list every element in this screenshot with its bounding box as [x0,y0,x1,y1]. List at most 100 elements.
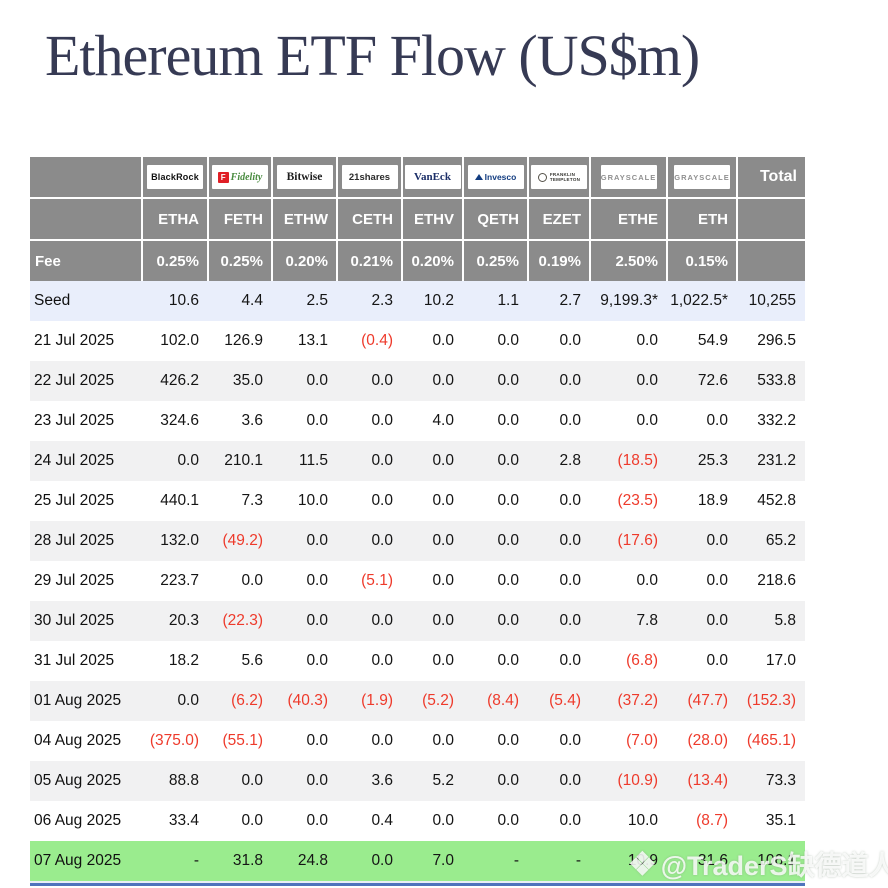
value-cell: 0.0 [272,361,337,401]
table-row: 24 Jul 2025 0.0 210.1 11.5 0.0 0.0 0.0 2.8 (18.5… [30,441,805,481]
value-cell: (37.2) [590,681,667,721]
total-cell: (465.1) [737,721,805,761]
value-cell: 0.0 [337,721,402,761]
value-cell: 0.0 [528,761,590,801]
value-cell: 210.1 [208,441,272,481]
ticker-header: ETH [666,197,738,241]
value-cell: 1.1 [463,281,528,321]
value-cell: 0.0 [463,361,528,401]
date-cell: 05 Aug 2025 [30,761,142,801]
value-cell: 7.0 [402,841,463,881]
value-cell: - [463,841,528,881]
issuer-logo-text: Invesco [484,172,517,182]
invesco-triangle-icon [474,174,483,180]
total-cell: 533.8 [737,361,805,401]
issuer-logo-text: Franklin Templeton [550,172,580,182]
value-cell: 0.0 [667,601,737,641]
date-cell: 22 Jul 2025 [30,361,142,401]
value-cell: 0.0 [463,641,528,681]
value-cell: 7.8 [590,601,667,641]
total-cell: 5.8 [737,601,805,641]
value-cell: 0.0 [337,521,402,561]
value-cell: 5.6 [208,641,272,681]
value-cell: 0.0 [528,801,590,841]
value-cell: 4.0 [402,401,463,441]
value-cell: 9,199.3* [590,281,667,321]
issuer-logo-text: Bitwise [286,171,323,183]
value-cell: (23.5) [590,481,667,521]
total-cell: 332.2 [737,401,805,441]
total-cell: 35.1 [737,801,805,841]
value-cell: 0.0 [208,561,272,601]
value-cell: 132.0 [142,521,208,561]
value-cell: (13.4) [667,761,737,801]
franklin-seal-icon [537,172,547,182]
total-cell: 65.2 [737,521,805,561]
value-cell: 0.0 [337,641,402,681]
value-cell: 0.0 [463,441,528,481]
value-cell: 0.0 [208,801,272,841]
header-empty-cell [30,197,143,241]
value-cell: 0.0 [337,441,402,481]
value-cell: 0.0 [402,561,463,601]
value-cell: 10.2 [402,281,463,321]
value-cell: 3.6 [208,401,272,441]
issuer-logo-cell: Invesco [462,157,529,199]
value-cell: (7.0) [590,721,667,761]
issuer-logo-cell: Bitwise [271,157,338,199]
table-row: Seed 10.6 4.4 2.5 2.3 10.2 1.1 2.7 9,199.3* 1,022… [30,281,805,321]
table-row: 31 Jul 2025 18.2 5.6 0.0 0.0 0.0 0.0 0.0 (6.8) 0.… [30,641,805,681]
ticker-header: ETHV [401,197,464,241]
fee-value: 0.20% [271,239,338,281]
value-cell: - [528,841,590,881]
table-row: 06 Aug 2025 33.4 0.0 0.0 0.4 0.0 0.0 0.0 10.0 (8.… [30,801,805,841]
value-cell: 0.0 [667,561,737,601]
value-cell: 426.2 [142,361,208,401]
ticker-header: QETH [462,197,529,241]
value-cell: 0.0 [528,361,590,401]
value-cell: - [142,841,208,881]
value-cell: 5.2 [402,761,463,801]
value-cell: 18.2 [142,641,208,681]
value-cell: 0.0 [272,561,337,601]
value-cell: 0.0 [272,761,337,801]
value-cell: (375.0) [142,721,208,761]
value-cell: (8.4) [463,681,528,721]
date-cell: 04 Aug 2025 [30,721,142,761]
value-cell: 0.0 [463,561,528,601]
value-cell: 7.3 [208,481,272,521]
value-cell: 72.6 [667,361,737,401]
issuer-logo-cell: BlackRock [141,157,209,199]
issuer-logo-cell: Franklin Templeton [527,157,591,199]
value-cell: 0.0 [142,441,208,481]
value-cell: 0.0 [337,601,402,641]
value-cell: (55.1) [208,721,272,761]
ticker-header: FETH [207,197,273,241]
grayscale-logo-icon: Grayscale [600,165,657,189]
value-cell: 0.0 [402,481,463,521]
bitwise-logo-icon: Bitwise [276,165,333,189]
value-cell: 0.0 [590,401,667,441]
value-cell: 0.0 [402,721,463,761]
value-cell: (5.4) [528,681,590,721]
table-row: 05 Aug 2025 88.8 0.0 0.0 3.6 5.2 0.0 0.0 (10.9)(… [30,761,805,801]
header-empty-cell [736,197,805,241]
value-cell: 1,022.5* [667,281,737,321]
value-cell: 0.0 [272,641,337,681]
21shares-logo-icon: 21shares [341,165,398,189]
value-cell: (49.2) [208,521,272,561]
value-cell: 2.8 [528,441,590,481]
total-cell: 231.2 [737,441,805,481]
value-cell: 0.0 [463,481,528,521]
total-cell: 452.8 [737,481,805,521]
value-cell: 0.0 [463,761,528,801]
value-cell: 88.8 [142,761,208,801]
value-cell: (18.5) [590,441,667,481]
ticker-header: ETHE [589,197,668,241]
value-cell: (0.4) [337,321,402,361]
value-cell: 0.0 [463,801,528,841]
issuer-logo-cell: Grayscale [666,157,738,199]
next-row-blue-bar [30,883,805,886]
page-title: Ethereum ETF Flow (US$m) [45,23,700,88]
date-cell: Seed [30,281,142,321]
